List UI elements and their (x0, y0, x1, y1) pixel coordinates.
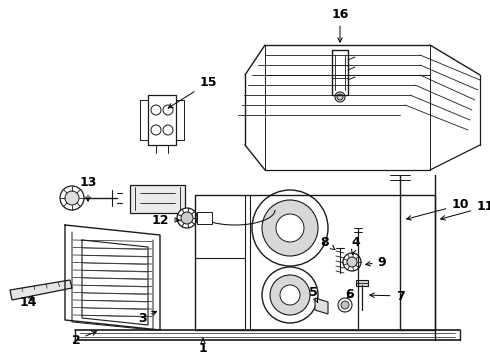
Circle shape (262, 267, 318, 323)
Text: 4: 4 (351, 235, 360, 254)
Text: 5: 5 (309, 287, 318, 302)
Text: 12: 12 (151, 213, 179, 226)
Circle shape (181, 212, 193, 224)
Circle shape (335, 92, 345, 102)
Text: 3: 3 (138, 311, 156, 324)
Text: 16: 16 (331, 8, 349, 42)
Circle shape (163, 125, 173, 135)
Circle shape (151, 125, 161, 135)
Circle shape (343, 253, 361, 271)
Text: 13: 13 (79, 176, 97, 201)
Circle shape (262, 200, 318, 256)
Polygon shape (356, 280, 368, 286)
Circle shape (60, 186, 84, 210)
Circle shape (276, 214, 304, 242)
Polygon shape (315, 298, 328, 314)
Text: 7: 7 (370, 289, 404, 302)
Text: 6: 6 (345, 288, 354, 302)
Circle shape (270, 275, 310, 315)
Text: 8: 8 (320, 235, 335, 249)
Circle shape (341, 301, 349, 309)
Circle shape (280, 285, 300, 305)
Text: 11: 11 (441, 201, 490, 220)
Circle shape (177, 208, 197, 228)
Circle shape (163, 105, 173, 115)
Text: 2: 2 (72, 331, 97, 346)
Text: 10: 10 (407, 198, 469, 220)
Text: 9: 9 (366, 256, 386, 269)
Text: 15: 15 (168, 77, 217, 108)
Bar (197, 212, 212, 224)
Circle shape (65, 191, 79, 205)
Circle shape (337, 94, 343, 100)
Circle shape (338, 298, 352, 312)
Text: 1: 1 (198, 339, 207, 355)
Circle shape (347, 257, 357, 267)
Bar (130, 185, 185, 213)
Circle shape (151, 105, 161, 115)
Polygon shape (10, 280, 72, 300)
Text: 14: 14 (19, 296, 37, 309)
Circle shape (252, 190, 328, 266)
